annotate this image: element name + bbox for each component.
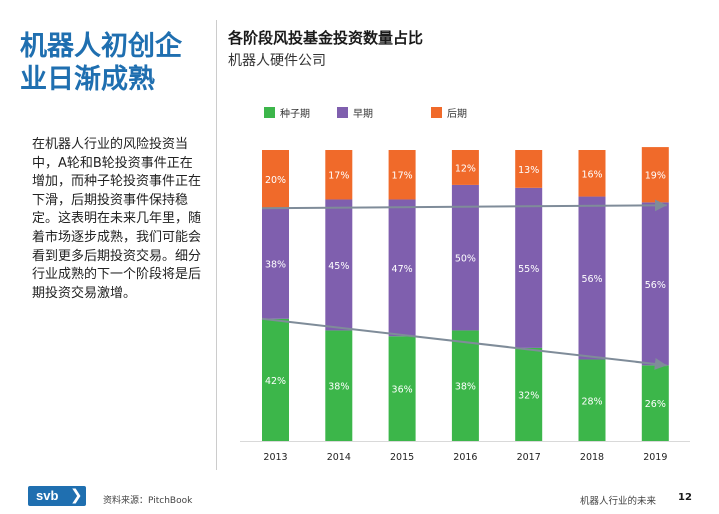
data-label-0-2014: 38% <box>328 382 349 393</box>
logo-text: svb <box>36 488 59 503</box>
bar-2-2013 <box>262 150 289 209</box>
data-label-1-2014: 45% <box>328 261 349 272</box>
x-tick-label-2014: 2014 <box>327 452 351 463</box>
bar-2-2015 <box>388 150 416 200</box>
svb-logo: svb ❯ <box>28 486 86 506</box>
legend-swatch-1 <box>337 107 348 118</box>
data-label-1-2019: 56% <box>645 280 666 291</box>
data-label-2-2018: 16% <box>581 169 602 180</box>
bar-0-2015 <box>388 336 416 441</box>
data-label-1-2018: 56% <box>581 274 602 285</box>
data-label-2-2017: 13% <box>518 165 539 176</box>
bar-0-2018 <box>578 359 606 441</box>
bar-0-2019 <box>641 365 669 441</box>
x-tick-label-2013: 2013 <box>263 452 287 463</box>
data-label-2-2014: 17% <box>328 171 349 182</box>
bar-2-2016 <box>451 150 479 185</box>
x-tick-label-2019: 2019 <box>643 452 667 463</box>
bar-0-2014 <box>325 330 353 441</box>
trend-arrow-1 <box>261 317 667 370</box>
page-title: 机器人初创企业日渐成熟 <box>20 31 182 95</box>
bar-2-2017 <box>515 150 543 188</box>
data-label-1-2017: 55% <box>518 264 539 275</box>
bar-2-2014 <box>325 150 353 200</box>
bar-0-2013 <box>262 318 289 441</box>
bar-1-2015 <box>388 199 416 337</box>
trend-arrow-0 <box>261 199 667 212</box>
data-label-0-2019: 26% <box>645 399 666 410</box>
data-label-0-2017: 32% <box>518 390 539 401</box>
bar-2-2018 <box>578 150 606 197</box>
bar-2-2019 <box>641 147 669 203</box>
x-tick-label-2015: 2015 <box>390 452 414 463</box>
data-label-2-2013: 20% <box>265 175 286 186</box>
legend-label-1: 早期 <box>353 108 373 120</box>
bar-1-2016 <box>451 184 479 331</box>
data-label-2-2016: 12% <box>455 163 476 174</box>
summary-paragraph: 在机器人行业的风险投资当中，A轮和B轮投资事件正在增加，而种子轮投资事件正在下滑… <box>32 137 202 301</box>
data-label-0-2013: 42% <box>265 376 286 387</box>
bar-0-2017 <box>515 347 543 441</box>
legend-label-2: 后期 <box>447 108 467 120</box>
data-label-0-2016: 38% <box>455 382 476 393</box>
section-name: 机器人行业的未来 <box>580 496 657 507</box>
x-tick-label-2016: 2016 <box>453 452 477 463</box>
data-label-2-2019: 19% <box>645 171 666 182</box>
bar-1-2017 <box>515 187 543 348</box>
bar-0-2016 <box>451 330 479 441</box>
legend-label-0: 种子期 <box>280 107 310 120</box>
data-label-2-2015: 17% <box>392 171 413 182</box>
bar-1-2018 <box>578 196 606 360</box>
legend-swatch-2 <box>431 107 442 118</box>
data-label-0-2015: 36% <box>392 385 413 396</box>
bar-1-2014 <box>325 199 353 331</box>
data-label-1-2016: 50% <box>455 254 476 265</box>
x-tick-label-2017: 2017 <box>517 452 541 463</box>
x-tick-label-2018: 2018 <box>580 452 604 463</box>
chart-title: 各阶段风投基金投资数量占比 <box>228 29 424 47</box>
logo-arrow-icon: ❯ <box>70 486 83 504</box>
bar-1-2013 <box>262 208 289 319</box>
chart-subtitle: 机器人硬件公司 <box>228 53 326 69</box>
data-label-0-2018: 28% <box>581 396 602 407</box>
bar-1-2019 <box>641 202 669 366</box>
vertical-divider <box>216 20 217 470</box>
source-note: 资料来源：PitchBook <box>103 496 193 506</box>
legend-swatch-0 <box>264 107 275 118</box>
data-label-1-2013: 38% <box>265 259 286 270</box>
page-number: 12 <box>678 492 692 503</box>
data-label-1-2015: 47% <box>392 264 413 275</box>
